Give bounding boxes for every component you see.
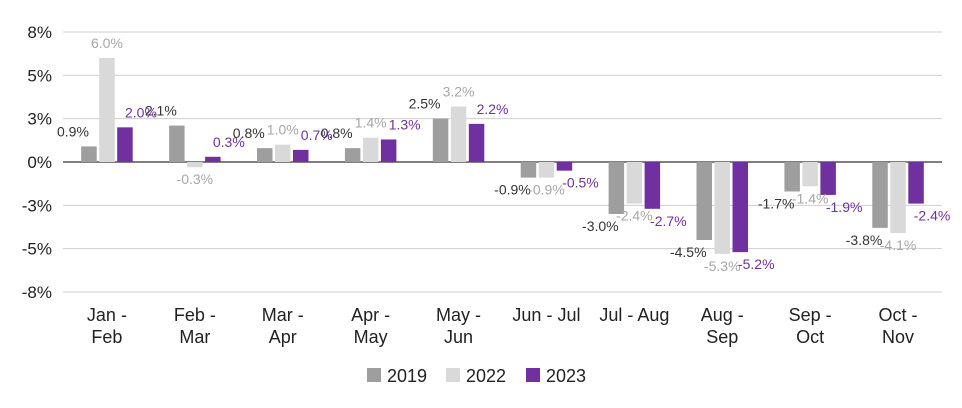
legend: 2019 2022 2023 <box>367 366 586 386</box>
x-tick-label: Jun - Jul <box>512 305 580 325</box>
x-tick-label: Apr -May <box>351 305 390 347</box>
data-labels: 0.9%6.0%2.0%2.1%-0.3%0.3%0.8% 1.0% 0.7%0.8… <box>57 35 950 274</box>
data-label-2023: -0.5% <box>562 175 599 191</box>
bar-2019 <box>81 146 97 162</box>
bar-2022 <box>890 162 906 234</box>
y-tick-label: 0% <box>27 153 52 172</box>
bar-2022 <box>362 137 379 162</box>
data-label-2022: -0.3% <box>177 171 214 187</box>
bar-2023 <box>380 139 397 162</box>
bar-2023 <box>556 162 573 171</box>
bar-2019 <box>784 162 800 192</box>
x-tick-label: Jan -Feb <box>87 305 127 347</box>
y-tick-label: 8% <box>27 23 52 42</box>
data-label-2019: 0.8% <box>233 125 265 141</box>
y-tick-label: -5% <box>22 240 52 259</box>
data-label-2022: -4.1% <box>880 237 917 253</box>
bar-2023 <box>468 123 485 162</box>
data-label-2023: 0.3% <box>213 134 245 150</box>
data-label-2023: 2.0% <box>125 104 157 120</box>
bar-2023 <box>908 162 924 204</box>
data-label-2022: -2.4% <box>616 208 653 224</box>
bar-2019 <box>257 148 273 162</box>
bar-2019 <box>608 162 625 214</box>
legend-label-2023: 2023 <box>546 366 586 386</box>
x-tick-label: May -Jun <box>436 305 481 347</box>
data-label-2023: 1.3% <box>389 116 421 132</box>
x-axis: Jan -Feb Feb -Mar Mar -Apr Apr -May May -Jun… <box>87 305 918 347</box>
x-tick-label: Jul - Aug <box>599 305 669 325</box>
x-tick-label: Aug -Sep <box>701 305 744 347</box>
bar-2022 <box>538 162 555 178</box>
bar-2022 <box>626 162 643 204</box>
x-tick-label: Oct -Nov <box>879 305 918 347</box>
bar-2023 <box>820 162 836 195</box>
legend-swatch-2023 <box>526 368 540 382</box>
legend-label-2022: 2022 <box>466 366 506 386</box>
y-tick-label: -3% <box>22 196 52 215</box>
bar-2019 <box>344 148 361 162</box>
data-label-2019: -4.5% <box>670 244 707 260</box>
x-tick-label: Feb -Mar <box>174 305 216 347</box>
y-tick-label: 5% <box>27 66 52 85</box>
data-label-2019: 0.8% <box>321 125 353 141</box>
data-label-2023: 2.2% <box>477 101 509 117</box>
legend-swatch-2019 <box>367 368 381 382</box>
bar-2019 <box>872 162 888 228</box>
data-label-2019: 2.1% <box>145 103 177 119</box>
x-tick-label: Sep -Oct <box>789 305 832 347</box>
data-label-2022: -0.9% <box>528 182 565 198</box>
data-label-2022: 1.0% <box>267 122 299 138</box>
data-label-2019: -3.0% <box>582 218 619 234</box>
bar-2022 <box>714 162 730 254</box>
data-label-2023: -2.4% <box>914 208 951 224</box>
legend-label-2019: 2019 <box>387 366 427 386</box>
bar-2023 <box>117 127 133 162</box>
bar-2019 <box>696 162 712 240</box>
data-label-2019: -0.9% <box>494 182 531 198</box>
bar-2019 <box>432 118 449 162</box>
data-label-2022: -1.4% <box>792 190 829 206</box>
data-label-2022: 1.4% <box>355 115 387 131</box>
bar-2022 <box>275 144 291 162</box>
bars <box>81 58 924 254</box>
data-label-2019: 2.5% <box>409 96 441 112</box>
data-label-2023: -2.7% <box>650 213 687 229</box>
y-axis: 8% 5% 3% 0% -3% -5% -8% <box>22 23 52 302</box>
bar-2022 <box>802 162 818 187</box>
bar-2022 <box>450 106 467 162</box>
data-label-2023: -5.2% <box>738 256 775 272</box>
legend-swatch-2022 <box>446 368 460 382</box>
data-label-2022: 6.0% <box>91 35 123 51</box>
y-tick-label: -8% <box>22 283 52 302</box>
data-label-2019: -1.7% <box>758 195 795 211</box>
y-tick-label: 3% <box>27 110 52 129</box>
bar-2022 <box>187 162 203 168</box>
data-label-2023: -1.9% <box>826 199 863 215</box>
data-label-2023: 0.7% <box>301 127 333 143</box>
bar-2023 <box>293 149 309 162</box>
bar-2022 <box>99 58 115 162</box>
bar-2023 <box>205 156 221 162</box>
bar-2019 <box>520 162 537 178</box>
x-tick-label: Mar -Apr <box>262 305 304 347</box>
bar-2019 <box>169 125 185 162</box>
data-label-2022: -5.3% <box>704 258 741 274</box>
data-label-2019: -3.8% <box>846 232 883 248</box>
bar-2023 <box>644 162 661 209</box>
data-label-2019: 0.9% <box>57 123 89 139</box>
bar-2023 <box>732 162 748 253</box>
data-label-2022: 3.2% <box>443 84 475 100</box>
